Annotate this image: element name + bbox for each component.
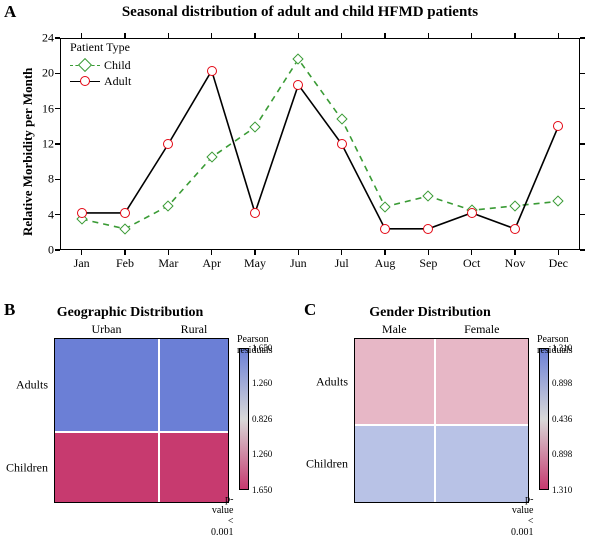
- ytick-label: 12: [36, 137, 54, 152]
- mosaic-cell: [435, 338, 530, 425]
- colorbar-tick: 1.260: [252, 449, 272, 459]
- mosaic-col-label: Male: [382, 322, 407, 337]
- panel-a-legend: Patient Type ChildAdult: [70, 40, 131, 89]
- mosaic-row-label: Adults: [16, 378, 48, 393]
- mosaic-cell: [354, 338, 435, 425]
- marker-adult: [293, 80, 303, 90]
- marker-child: [509, 200, 520, 211]
- ytick-label: 4: [36, 207, 54, 222]
- marker-child: [379, 201, 390, 212]
- panel-b-mosaic: UrbanRuralAdultsChildrenPearson residual…: [54, 338, 229, 503]
- xtick-label: Nov: [505, 256, 526, 271]
- colorbar: [539, 348, 549, 490]
- xtick-label: Dec: [549, 256, 568, 271]
- colorbar-tick: 1.260: [252, 378, 272, 388]
- xtick-label: Mar: [158, 256, 178, 271]
- marker-child: [249, 122, 260, 133]
- mosaic-row-label: Children: [6, 460, 48, 475]
- panel-c-mosaic: MaleFemaleAdultsChildrenPearson residual…: [354, 338, 529, 503]
- ytick-label: 8: [36, 172, 54, 187]
- mosaic-cell: [54, 432, 159, 503]
- marker-child: [336, 114, 347, 125]
- ytick-label: 16: [36, 101, 54, 116]
- xtick-label: Aug: [375, 256, 396, 271]
- colorbar-tick: 0.898: [552, 449, 572, 459]
- legend-header: Patient Type: [70, 40, 131, 55]
- marker-child: [293, 54, 304, 65]
- marker-child: [423, 190, 434, 201]
- colorbar-tick: 0.436: [552, 414, 572, 424]
- xtick-label: Feb: [116, 256, 134, 271]
- marker-adult: [553, 121, 563, 131]
- mosaic-row-label: Children: [306, 457, 348, 472]
- panel-a-ylabel: Relative Morbidity per Month: [20, 68, 36, 236]
- panel-a: A Seasonal distribution of adult and chi…: [0, 0, 600, 300]
- panel-b-title: Geographic Distribution: [0, 305, 260, 321]
- mosaic-cell: [354, 425, 435, 503]
- marker-child: [119, 223, 130, 234]
- panel-c: C Gender Distribution MaleFemaleAdultsCh…: [300, 300, 600, 549]
- panel-b: B Geographic Distribution UrbanRuralAdul…: [0, 300, 300, 549]
- legend-item-child: Child: [70, 57, 131, 73]
- panel-c-title: Gender Distribution: [300, 305, 560, 321]
- marker-child: [163, 200, 174, 211]
- colorbar-tick: 1.310: [552, 343, 572, 353]
- marker-adult: [467, 208, 477, 218]
- xtick-label: Oct: [463, 256, 480, 271]
- marker-adult: [337, 139, 347, 149]
- xtick-label: Jul: [335, 256, 349, 271]
- mosaic-col-label: Urban: [92, 322, 122, 337]
- colorbar-tick: 1.650: [252, 343, 272, 353]
- p-value: p-value < 0.001: [511, 494, 534, 538]
- mosaic-cell: [435, 425, 530, 503]
- colorbar: [239, 348, 249, 490]
- mosaic-cell: [54, 338, 159, 432]
- ytick-label: 20: [36, 66, 54, 81]
- legend-item-adult: Adult: [70, 73, 131, 89]
- colorbar-tick: 1.310: [552, 485, 572, 495]
- xtick-label: Jun: [290, 256, 307, 271]
- mosaic-cell: [159, 432, 229, 503]
- xtick-label: Sep: [419, 256, 437, 271]
- marker-adult: [207, 66, 217, 76]
- marker-adult: [77, 208, 87, 218]
- marker-child: [206, 152, 217, 163]
- colorbar-tick: 1.650: [252, 485, 272, 495]
- xtick-label: Apr: [202, 256, 221, 271]
- xtick-label: Jan: [74, 256, 90, 271]
- legend-label: Child: [104, 58, 131, 73]
- colorbar-tick: 0.898: [552, 378, 572, 388]
- marker-adult: [250, 208, 260, 218]
- xtick-label: May: [244, 256, 266, 271]
- marker-adult: [423, 224, 433, 234]
- mosaic-row-label: Adults: [316, 374, 348, 389]
- mosaic-col-label: Rural: [181, 322, 208, 337]
- panel-a-title: Seasonal distribution of adult and child…: [0, 4, 600, 21]
- marker-child: [553, 196, 564, 207]
- legend-label: Adult: [104, 74, 131, 89]
- mosaic-col-label: Female: [464, 322, 499, 337]
- colorbar-tick: 0.826: [252, 414, 272, 424]
- marker-adult: [120, 208, 130, 218]
- marker-adult: [380, 224, 390, 234]
- marker-adult: [163, 139, 173, 149]
- marker-adult: [510, 224, 520, 234]
- p-value: p-value < 0.001: [211, 494, 234, 538]
- mosaic-cell: [159, 338, 229, 432]
- ytick-label: 24: [36, 31, 54, 46]
- ytick-label: 0: [36, 243, 54, 258]
